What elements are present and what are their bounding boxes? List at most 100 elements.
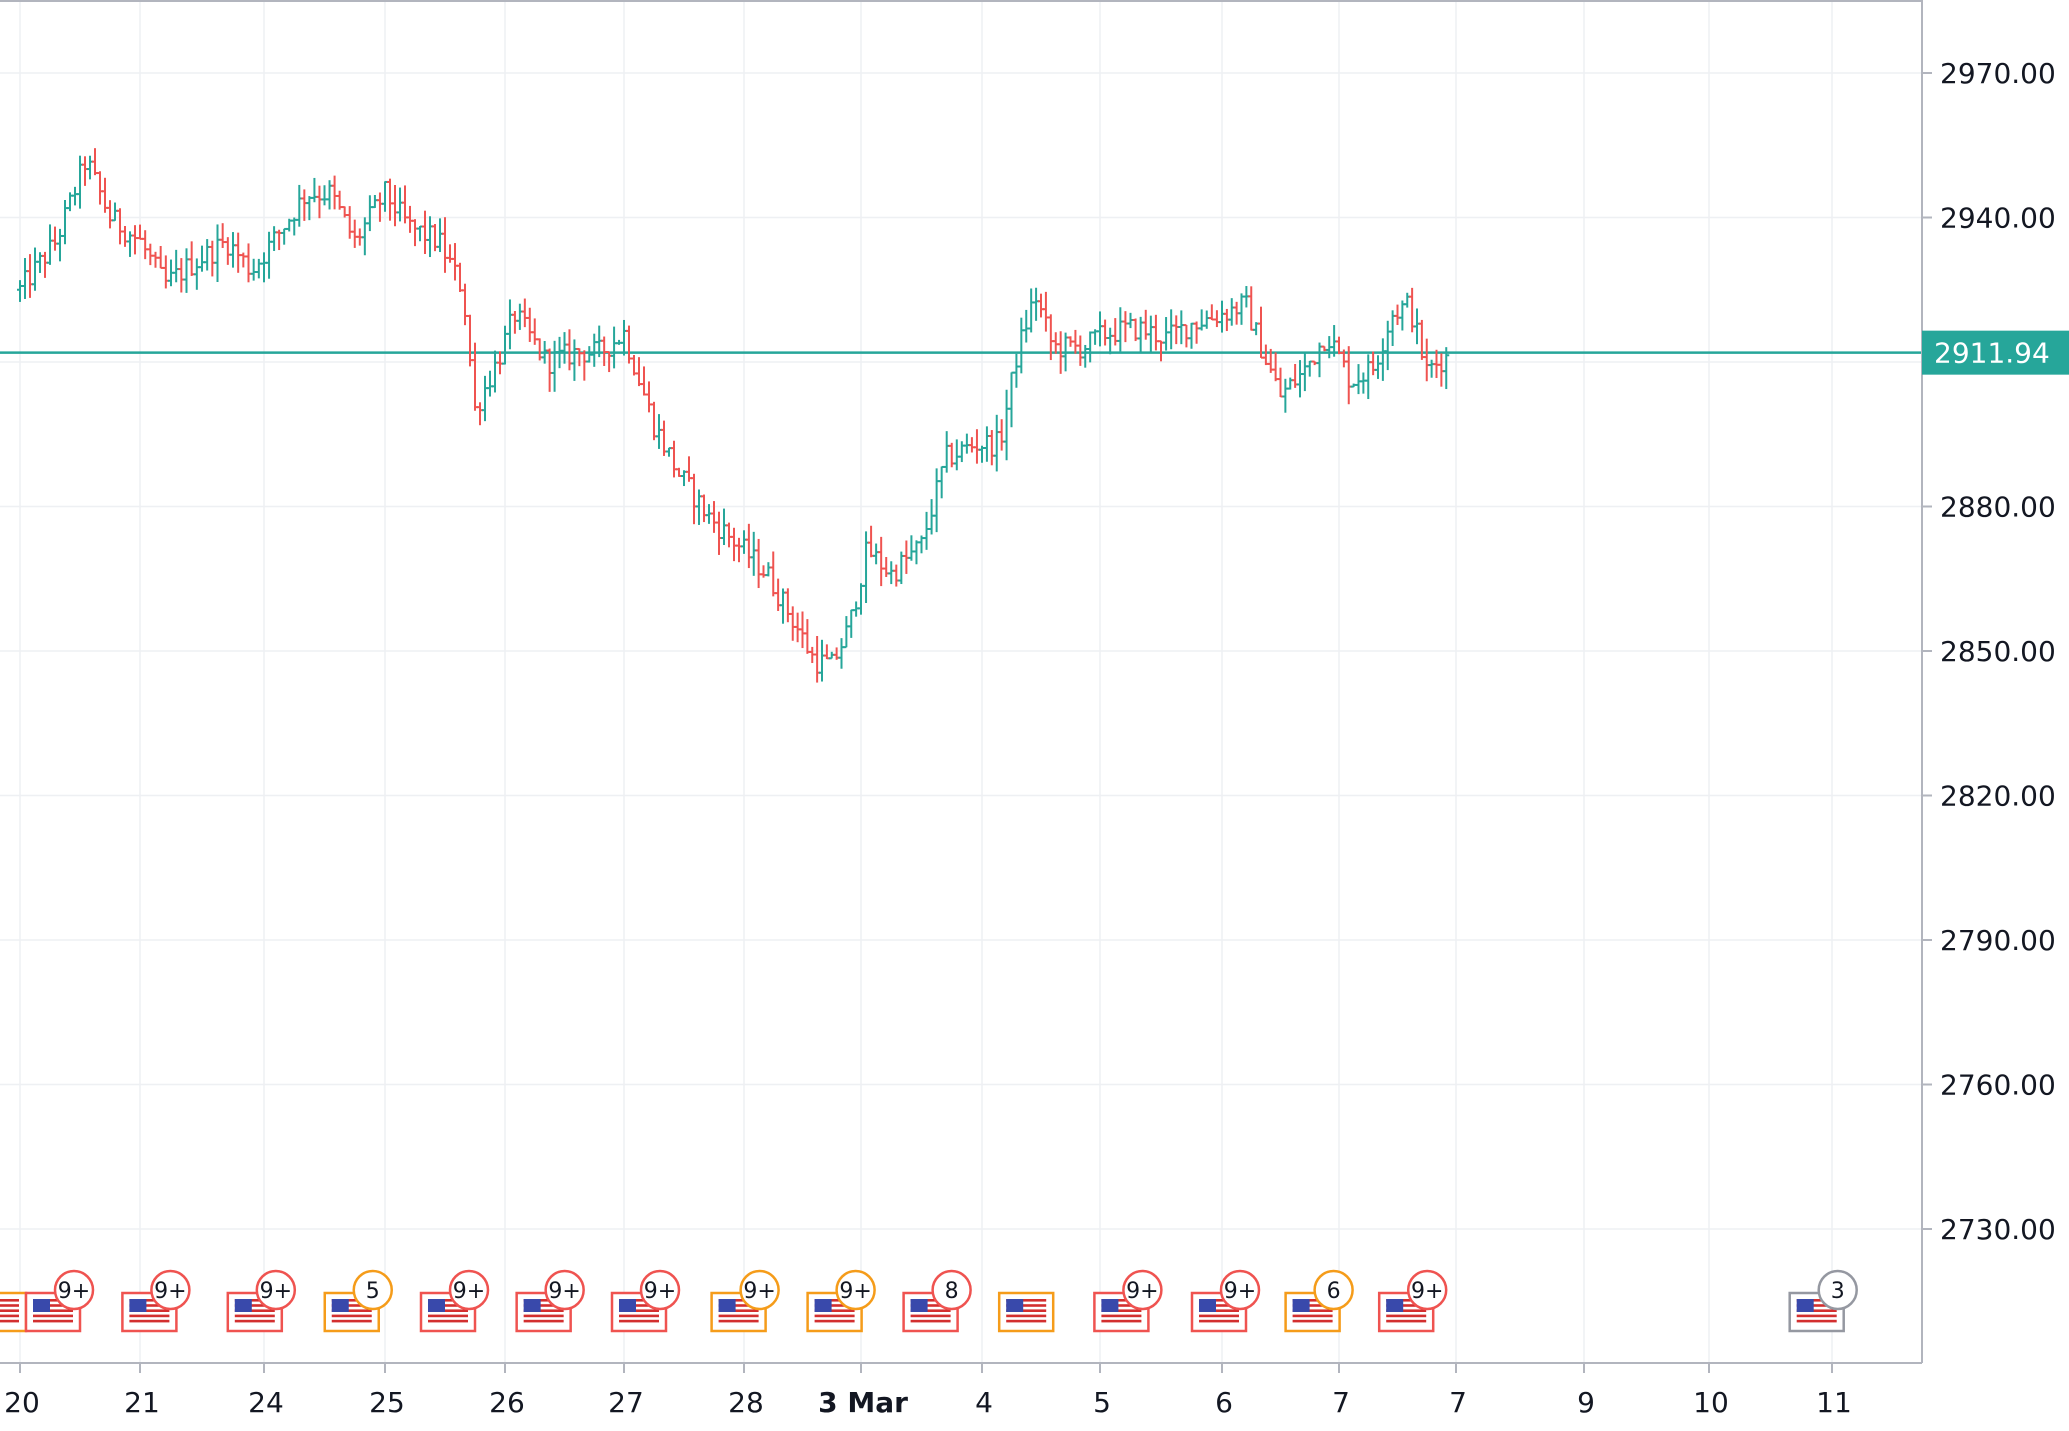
- event-marker: 9+: [806, 1269, 876, 1333]
- ohlc-bar: [621, 319, 627, 356]
- flag-stripe: [619, 1309, 659, 1312]
- ohlc-bar: [132, 225, 138, 255]
- ohlc-bar: [1414, 308, 1420, 345]
- economic-events: 9+ 9+ 9+ 5 9+ 9+ 9+ 9+ 9+ 8 9+ 9+ 6 9+ 3: [0, 1269, 1858, 1333]
- ohlc-bar: [17, 280, 23, 302]
- flag-stripe: [1006, 1304, 1047, 1307]
- flag-stripe: [234, 1309, 275, 1312]
- event-count-badge: [1406, 1269, 1448, 1311]
- flag-stripe: [234, 1314, 275, 1318]
- ohlc-bar: [52, 226, 58, 251]
- flag-stripe: [0, 1319, 19, 1323]
- flag-canton: [129, 1299, 147, 1312]
- event-count-badge: [255, 1269, 297, 1311]
- ohlc-bar: [998, 419, 1005, 451]
- ohlc-bar: [230, 232, 236, 268]
- event-count-label: 3: [1831, 1279, 1845, 1304]
- flag-stripe: [814, 1299, 855, 1302]
- event-count-label: 8: [945, 1279, 959, 1304]
- ohlc-bar: [1394, 304, 1401, 325]
- ohlc-bar: [526, 307, 533, 342]
- flag-stripe: [1006, 1309, 1047, 1312]
- ohlc-bar: [666, 447, 672, 457]
- price-tick-label: 2850.00: [1940, 635, 2056, 668]
- ohlc-bar: [521, 298, 528, 328]
- ohlc-bar: [741, 530, 747, 554]
- ohlc-bar: [1028, 288, 1035, 333]
- flag-stripe: [619, 1304, 659, 1307]
- ohlc-bar: [780, 588, 786, 624]
- flag-stripe: [523, 1319, 564, 1323]
- ohlc-bar: [371, 194, 378, 209]
- ohlc-bar: [908, 535, 915, 561]
- ohlc-bar: [1360, 372, 1367, 394]
- ohlc-bar: [92, 148, 98, 176]
- flag-stripe: [1386, 1319, 1427, 1323]
- ohlc-bar: [235, 232, 242, 273]
- flag-stripe: [1199, 1304, 1239, 1307]
- ohlc-bar: [958, 441, 965, 463]
- ohlc-bar: [72, 186, 78, 206]
- price-tick-label: 2820.00: [1940, 780, 2056, 813]
- event-count-label: 9+: [644, 1279, 676, 1304]
- flag-stripe: [619, 1314, 659, 1318]
- flag-stripe: [0, 1299, 19, 1302]
- ohlc-bar: [42, 251, 48, 278]
- last-price-label: 2911.94: [1934, 337, 2050, 370]
- flag-canton: [910, 1299, 928, 1312]
- flag-canton: [1386, 1299, 1404, 1312]
- ohlc-bar: [561, 332, 568, 364]
- event-count-label: 5: [366, 1279, 380, 1304]
- price-tick-label: 2760.00: [1940, 1069, 2056, 1102]
- event-count-label: 9+: [548, 1279, 580, 1304]
- ohlc-bar: [271, 226, 278, 251]
- event-marker: 9+: [24, 1269, 95, 1333]
- ohlc-bar: [576, 347, 583, 367]
- ohlc-bar: [245, 243, 252, 283]
- ohlc-bar: [656, 414, 662, 449]
- time-tick-label: 20: [4, 1386, 40, 1419]
- flag-canton: [1006, 1299, 1024, 1312]
- time-tick-label: 28: [728, 1386, 764, 1419]
- ohlc-bar: [858, 583, 864, 615]
- flag-stripe: [1199, 1309, 1239, 1312]
- ohlc-bar: [311, 177, 318, 203]
- ohlc-bar: [1365, 354, 1372, 400]
- ohlc-bar: [77, 155, 83, 209]
- ohlc-bar: [1117, 307, 1124, 352]
- event-marker: 9+: [121, 1269, 191, 1333]
- ohlc-bar: [1345, 346, 1352, 405]
- ohlc-bar: [878, 536, 885, 587]
- flag-stripe: [129, 1314, 170, 1318]
- ohlc-bar: [1042, 291, 1049, 332]
- flag-stripe: [428, 1309, 468, 1312]
- ohlc-bar: [193, 258, 200, 290]
- flag-stripe: [1101, 1314, 1142, 1318]
- ohlc-bar: [1023, 309, 1030, 343]
- flag-stripe: [331, 1319, 372, 1323]
- ohlc-bar: [546, 348, 553, 392]
- ohlc-bar: [1203, 310, 1210, 329]
- event-count-badge: [150, 1269, 191, 1311]
- ohlc-bar: [346, 206, 353, 239]
- event-count-label: 9+: [58, 1279, 90, 1304]
- event-count-badge: [352, 1269, 393, 1311]
- flag-stripe: [1101, 1319, 1142, 1323]
- ohlc-bar: [671, 440, 677, 478]
- event-marker: 8: [902, 1269, 972, 1333]
- ohlc-bar: [888, 561, 895, 585]
- ohlc-bar: [173, 249, 180, 283]
- time-tick-label: 10: [1693, 1386, 1729, 1419]
- time-tick-label: 27: [608, 1386, 644, 1419]
- ohlc-bar: [209, 240, 216, 277]
- ohlc-bar: [701, 494, 707, 523]
- ohlc-bar: [437, 218, 443, 253]
- flag-stripe: [331, 1304, 372, 1307]
- flag-stripe: [0, 1304, 19, 1307]
- ohlc-bar: [1258, 306, 1264, 359]
- flag-stripe: [234, 1319, 275, 1323]
- event-count-badge: [639, 1269, 681, 1311]
- last-price-label-box: [1922, 330, 2069, 375]
- ohlc-bar: [938, 465, 945, 499]
